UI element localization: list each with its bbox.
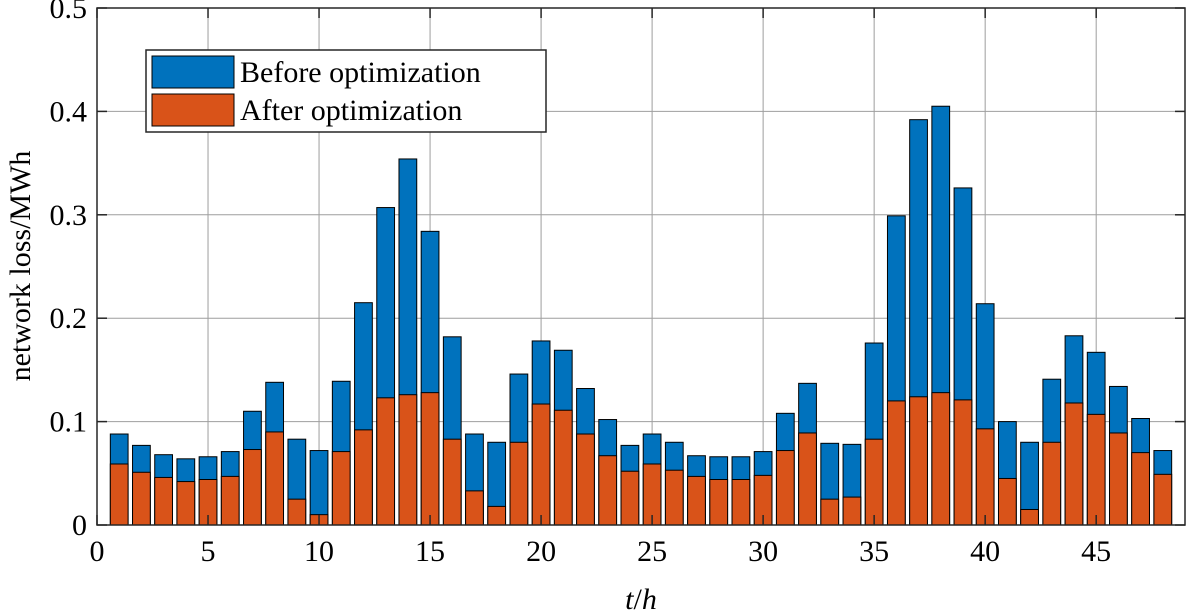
y-tick-label: 0.4 — [50, 95, 88, 128]
bar-after-t47 — [1131, 452, 1150, 526]
bar-after-t32 — [798, 432, 817, 526]
bar-after-t7 — [243, 449, 262, 526]
bar-after-t23 — [598, 455, 618, 526]
bar-after-t16 — [442, 438, 462, 526]
bar-after-t24 — [620, 470, 640, 526]
bar-after-t18 — [487, 505, 507, 526]
bar-after-t2 — [132, 471, 151, 526]
bar-after-t37 — [909, 396, 928, 526]
y-tick-label: 0.5 — [50, 0, 88, 25]
bar-before-t10 — [309, 450, 329, 526]
bar-after-t4 — [176, 481, 196, 526]
bar-after-t6 — [220, 475, 240, 526]
x-axis-label-var: t — [625, 583, 634, 613]
x-axis-label-sep: / — [634, 583, 643, 613]
legend-swatch-after — [151, 93, 235, 127]
bar-after-t40 — [975, 428, 995, 526]
bar-after-t8 — [265, 431, 285, 526]
legend: Before optimization After optimization — [145, 49, 547, 133]
bar-after-t34 — [842, 496, 862, 526]
plot-frame — [96, 7, 1186, 526]
x-tick-label: 30 — [748, 535, 778, 568]
bar-after-t33 — [820, 498, 840, 526]
bar-after-t13 — [376, 397, 396, 526]
bar-after-t9 — [287, 498, 307, 526]
x-tick-label: 25 — [637, 535, 667, 568]
axis-ticks: 0 5 10 15 20 25 30 35 40 45 0 0.1 0.2 0.3 0.4 0.5 — [50, 0, 1185, 568]
bar-after-t19 — [509, 441, 529, 526]
x-axis-label: t/h — [625, 583, 657, 613]
bar-after-t43 — [1042, 441, 1062, 526]
bar-after-t29 — [731, 479, 751, 526]
bar-after-t28 — [709, 479, 729, 526]
bar-after-t11 — [331, 451, 351, 526]
legend-label-before: Before optimization — [240, 56, 481, 89]
bar-after-t39 — [953, 399, 973, 526]
bar-after-t44 — [1064, 402, 1084, 526]
y-tick-label: 0 — [72, 509, 87, 542]
bar-after-t42 — [1020, 508, 1039, 526]
bar-after-t1 — [109, 463, 129, 526]
x-tick-label: 40 — [970, 535, 1000, 568]
bar-after-t14 — [398, 394, 418, 526]
x-tick-label: 20 — [526, 535, 556, 568]
x-tick-label: 15 — [415, 535, 445, 568]
y-axis-label: network loss/MWh — [4, 151, 37, 382]
bar-after-t38 — [931, 392, 951, 526]
bar-after-t17 — [465, 490, 484, 526]
bar-after-t27 — [687, 475, 706, 526]
bars-group — [109, 105, 1173, 526]
y-tick-label: 0.2 — [50, 302, 88, 335]
bar-after-t3 — [154, 476, 173, 526]
bar-after-t21 — [553, 409, 573, 526]
legend-swatch-before — [151, 55, 235, 89]
bar-after-t12 — [354, 429, 373, 526]
bar-after-t35 — [864, 438, 884, 526]
bar-after-t20 — [531, 403, 551, 526]
bar-after-t45 — [1086, 413, 1106, 526]
bar-after-t36 — [886, 400, 906, 526]
bar-after-t15 — [420, 392, 440, 526]
bar-after-t22 — [576, 433, 595, 526]
y-tick-label: 0.3 — [50, 199, 88, 232]
x-tick-label: 0 — [90, 535, 105, 568]
bar-after-t46 — [1109, 432, 1128, 526]
bar-after-t41 — [997, 477, 1017, 526]
x-tick-label: 35 — [859, 535, 889, 568]
bar-after-t31 — [775, 450, 795, 526]
x-axis-label-unit: h — [642, 583, 657, 613]
y-tick-label: 0.1 — [50, 406, 88, 439]
x-tick-label: 10 — [304, 535, 334, 568]
x-tick-label: 5 — [201, 535, 216, 568]
bar-after-t26 — [664, 469, 684, 526]
x-tick-label: 45 — [1081, 535, 1111, 568]
legend-label-after: After optimization — [240, 94, 462, 127]
bar-after-t48 — [1153, 473, 1173, 526]
